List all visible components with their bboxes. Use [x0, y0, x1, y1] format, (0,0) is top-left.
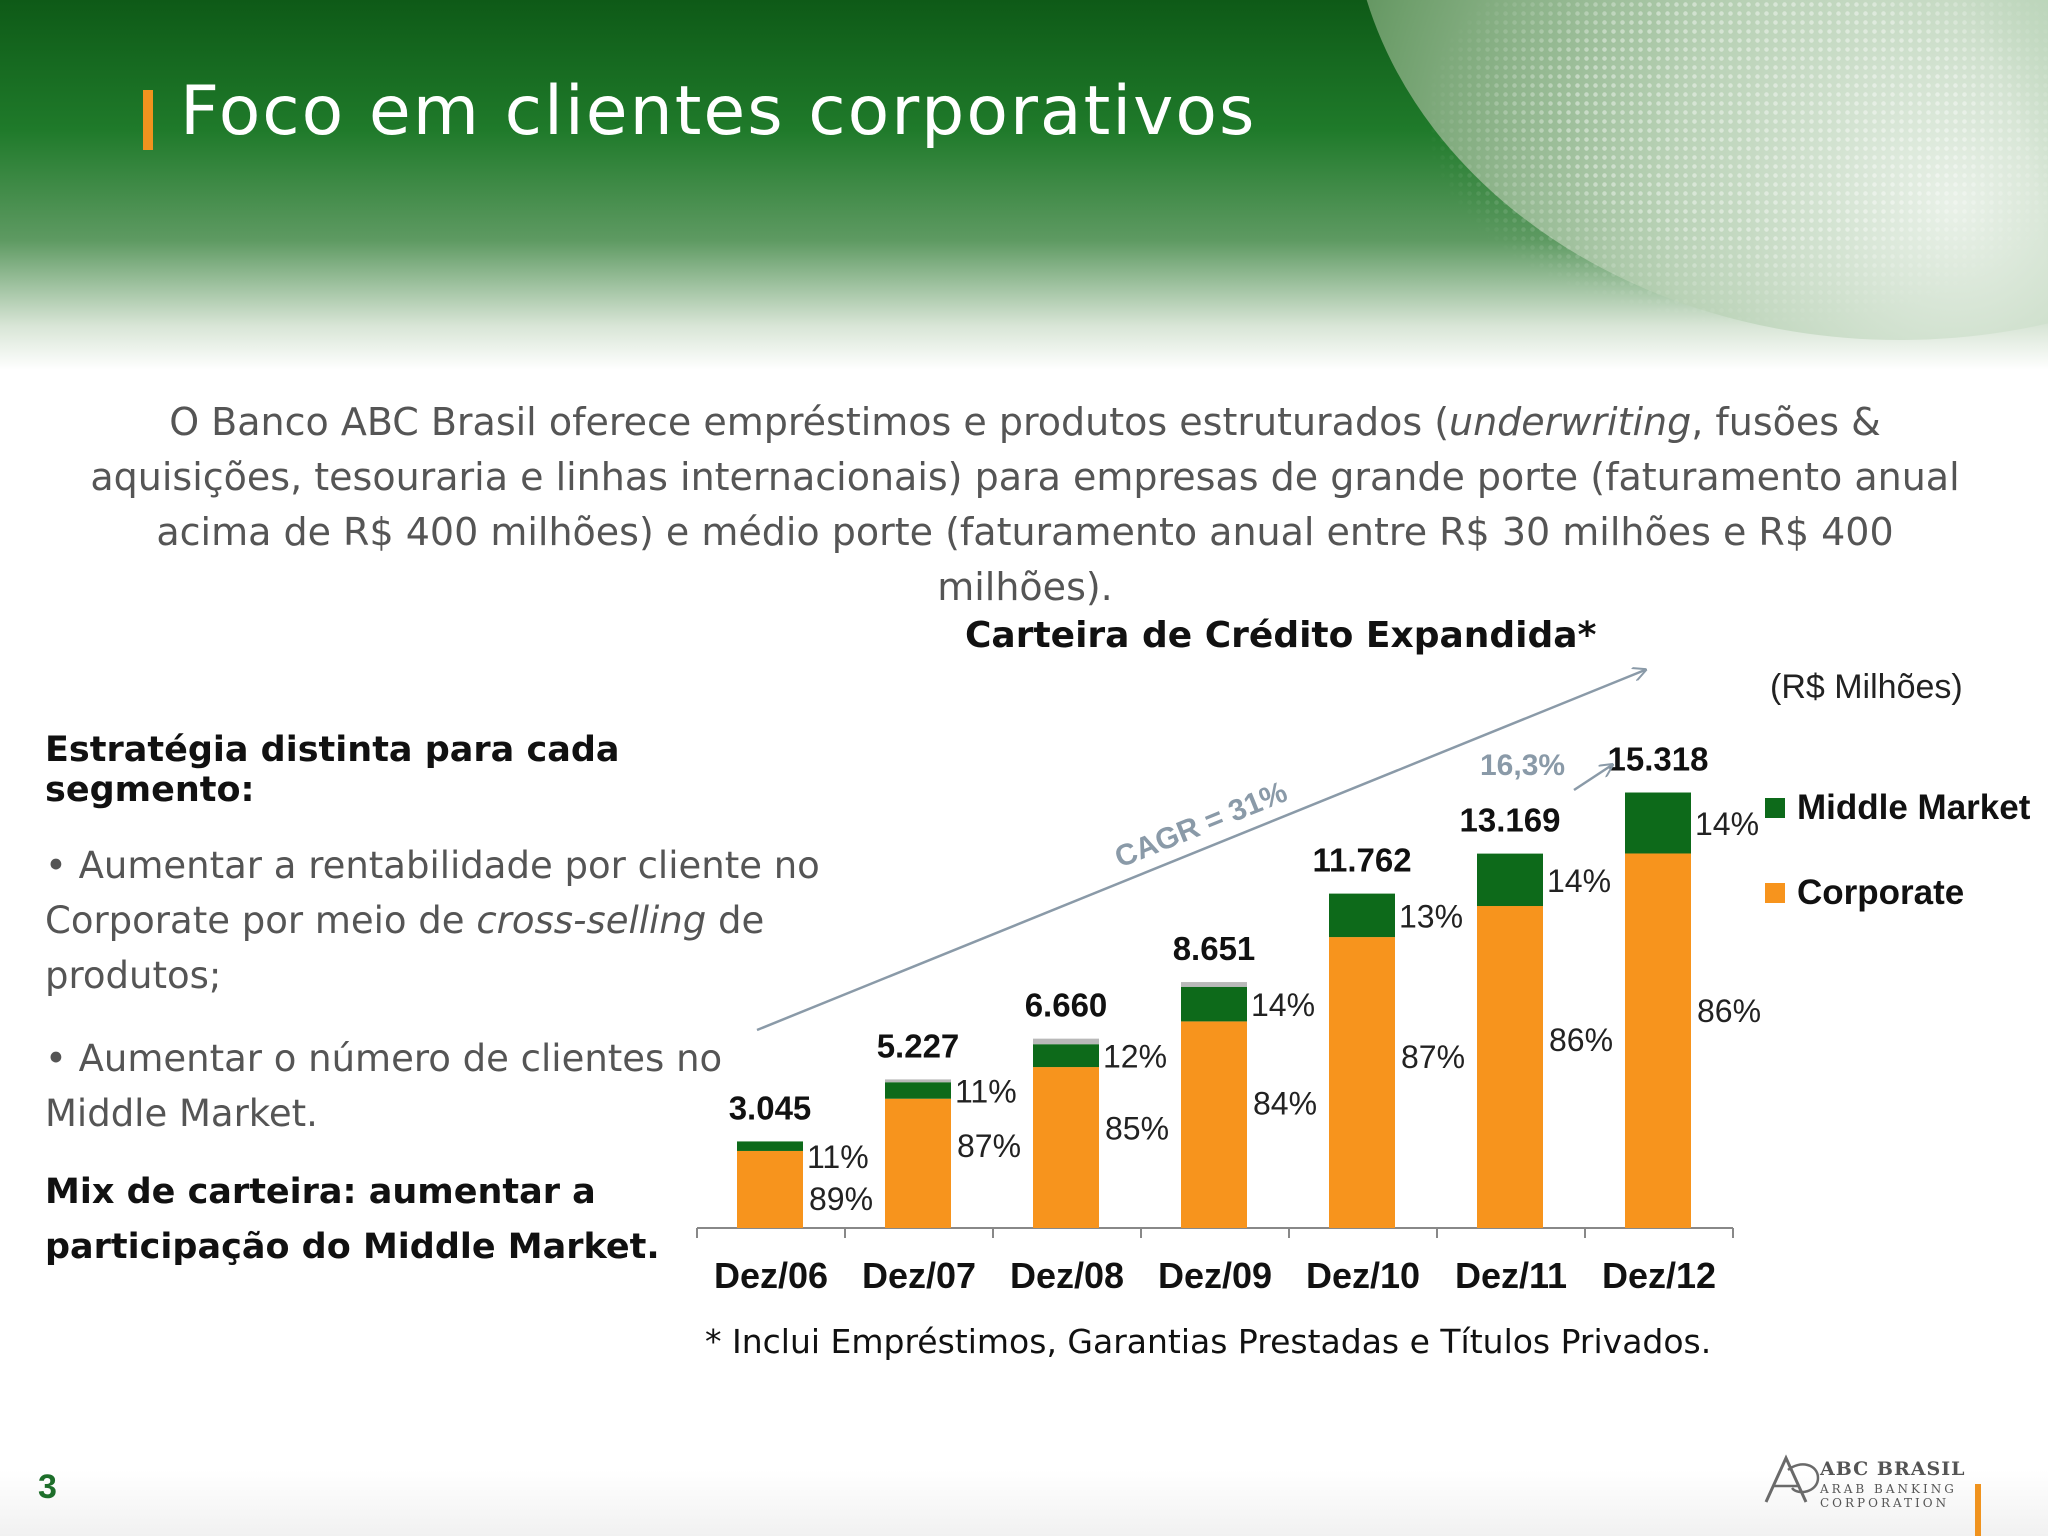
corporate-pct-label: 89%: [809, 1181, 873, 1217]
corporate-pct-label: 86%: [1697, 993, 1761, 1029]
cagr-arrow: [756, 670, 1645, 1032]
bar-total-label: 11.762: [1312, 842, 1411, 879]
bar-corporate-segment: [1181, 1021, 1247, 1228]
bar-other-segment: [885, 1079, 951, 1083]
intro-italic: underwriting: [1449, 400, 1692, 444]
chart-unit: (R$ Milhões): [1770, 668, 1963, 706]
growth-arrow: [1573, 765, 1612, 792]
x-axis-category-label: Dez/11: [1455, 1255, 1567, 1296]
bar-middle-market-segment: [1329, 893, 1395, 938]
banner-sweep: [1000, 0, 2048, 370]
bullet-1-italic: cross-selling: [476, 899, 707, 942]
bar-middle-market-segment: [1181, 986, 1247, 1022]
bar-total-label: 6.660: [1025, 987, 1108, 1024]
legend-swatch-middle-market: [1765, 797, 1785, 818]
middle-market-pct-label: 14%: [1695, 806, 1759, 842]
title-accent-bar: [143, 90, 153, 150]
page-number: 3: [38, 1468, 57, 1506]
bar-corporate-segment: [885, 1098, 951, 1228]
x-axis-category-label: Dez/06: [714, 1255, 828, 1296]
intro-paragraph: O Banco ABC Brasil oferece empréstimos e…: [70, 395, 1980, 615]
abc-brasil-logo-icon: [1764, 1454, 1820, 1503]
logo-line-1: ABC BRASIL: [1820, 1458, 1966, 1480]
middle-market-pct-label: 13%: [1399, 898, 1463, 934]
chart-legend: Middle Market Corporate: [1765, 785, 2030, 955]
corner-accent: [1975, 1484, 1981, 1536]
bar-middle-market-segment: [885, 1082, 951, 1099]
x-axis-category-label: Dez/12: [1602, 1255, 1716, 1296]
bar-middle-market-segment: [1625, 792, 1691, 854]
bar-corporate-segment: [1477, 906, 1543, 1228]
logo-wordmark: ABC BRASIL ARAB BANKING CORPORATION: [1820, 1458, 1965, 1510]
bar-corporate-segment: [1033, 1067, 1099, 1228]
logo-line-2: ARAB BANKING: [1820, 1482, 1957, 1496]
bar-corporate-segment: [737, 1150, 803, 1228]
footer-bar: [0, 1470, 2048, 1536]
strategy-bullet-2: • Aumentar o número de clientes no Middl…: [45, 1037, 723, 1135]
chart-footnote: * Inclui Empréstimos, Garantias Prestada…: [705, 1322, 1712, 1361]
legend-item-middle-market: Middle Market: [1765, 785, 2030, 830]
logo-line-3: CORPORATION: [1820, 1496, 1950, 1510]
bullet-1-text-pre: • Aumentar a rentabilidade por cliente n…: [45, 844, 820, 942]
x-axis-category-label: Dez/08: [1010, 1255, 1124, 1296]
corporate-pct-label: 87%: [957, 1128, 1021, 1164]
strategy-bullet-1: • Aumentar a rentabilidade por cliente n…: [45, 838, 835, 1003]
bar-middle-market-segment: [1477, 853, 1543, 907]
bar-other-segment: [1033, 1038, 1099, 1045]
bar-total-label: 3.045: [729, 1089, 812, 1126]
mix-statement: Mix de carteira: aumentar a participação…: [45, 1172, 660, 1267]
bar-total-label: 13.169: [1460, 802, 1561, 839]
chart-title: Carteira de Crédito Expandida*: [965, 615, 1597, 656]
x-axis-category-label: Dez/07: [862, 1255, 976, 1296]
bar-middle-market-segment: [1033, 1044, 1099, 1068]
bar-corporate-segment: [1625, 853, 1691, 1228]
strategy-heading: Estratégia distinta para cada segmento:: [45, 730, 620, 810]
strategy-section: Estratégia distinta para cada segmento: …: [45, 730, 835, 1141]
header-banner: [0, 0, 2048, 370]
middle-market-pct-label: 14%: [1251, 987, 1315, 1023]
corporate-pct-label: 85%: [1105, 1110, 1169, 1146]
corporate-pct-label: 87%: [1401, 1039, 1465, 1075]
corporate-pct-label: 86%: [1549, 1022, 1613, 1058]
growth-label: 16,3%: [1480, 749, 1565, 782]
middle-market-pct-label: 12%: [1103, 1039, 1167, 1075]
middle-market-pct-label: 11%: [955, 1074, 1017, 1110]
middle-market-pct-label: 11%: [807, 1139, 869, 1175]
intro-text-1: O Banco ABC Brasil oferece empréstimos e…: [169, 400, 1450, 444]
corporate-pct-label: 84%: [1253, 1085, 1317, 1121]
bar-middle-market-segment: [737, 1141, 803, 1151]
legend-item-corporate: Corporate: [1765, 870, 2030, 915]
page-title: Foco em clientes corporativos: [180, 72, 1257, 151]
bullet-1-text-post: de produtos;: [45, 899, 765, 997]
legend-label-middle-market: Middle Market: [1797, 787, 2031, 827]
bar-other-segment: [1181, 982, 1247, 987]
bar-total-label: 8.651: [1173, 930, 1256, 967]
intro-text-2: , fusões & aquisições, tesouraria e linh…: [90, 400, 1960, 609]
x-axis-category-label: Dez/09: [1158, 1255, 1272, 1296]
legend-swatch-corporate: [1765, 882, 1785, 903]
bar-total-label: 5.227: [877, 1027, 960, 1064]
bar-corporate-segment: [1329, 937, 1395, 1228]
legend-label-corporate: Corporate: [1797, 872, 1965, 912]
bar-total-label: 15.318: [1608, 741, 1709, 778]
x-axis-category-label: Dez/10: [1306, 1255, 1420, 1296]
middle-market-pct-label: 14%: [1547, 863, 1611, 899]
